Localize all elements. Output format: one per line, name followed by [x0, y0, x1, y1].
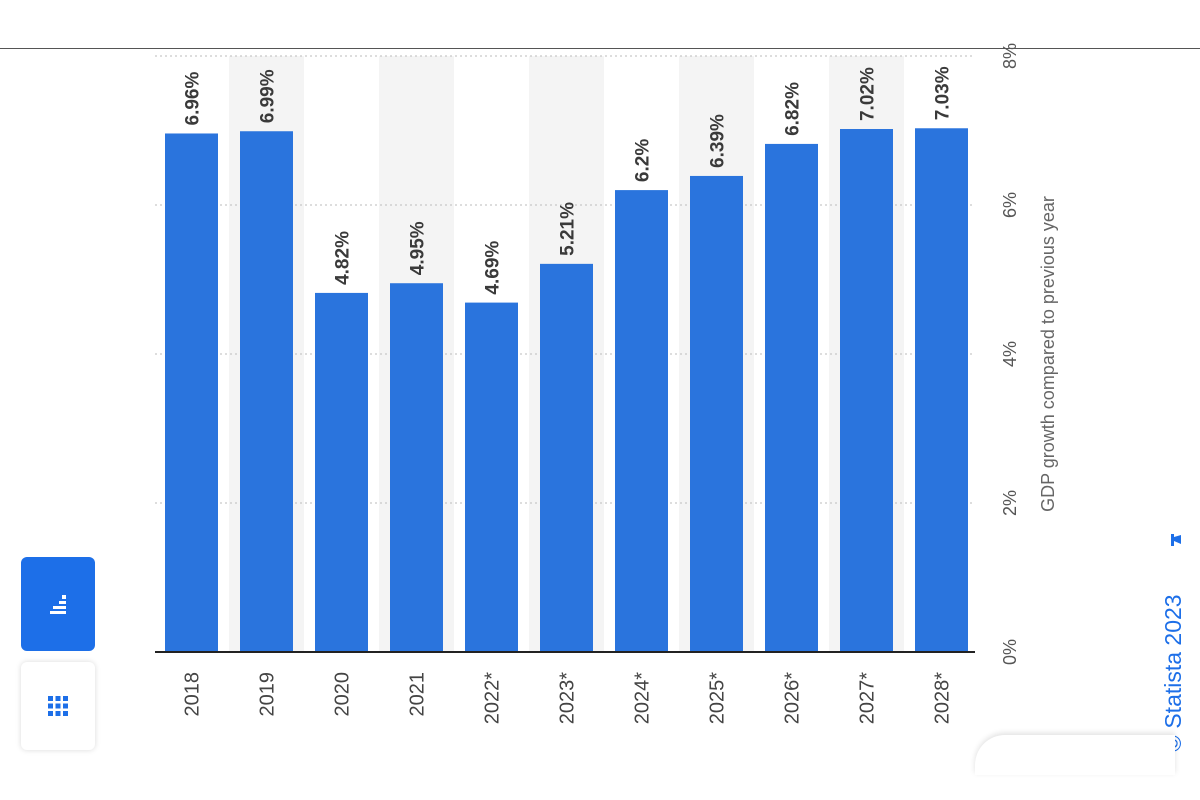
data-label: 6.99% [258, 69, 279, 123]
chart-view-button[interactable] [21, 557, 95, 651]
category-label: 2028* [932, 672, 954, 724]
bar[interactable] [315, 292, 368, 652]
corner-card [975, 735, 1175, 775]
bar[interactable] [540, 263, 593, 652]
category-label: 2019 [257, 672, 279, 717]
bar[interactable] [915, 128, 968, 652]
data-label: 4.69% [483, 241, 504, 295]
statista-brand[interactable]: © Statista 2023 [1160, 594, 1186, 752]
bar[interactable] [465, 302, 518, 652]
top-divider [0, 48, 1200, 49]
category-label: 2022* [482, 672, 504, 724]
category-label: 2027* [857, 672, 879, 724]
category-label: 2024* [632, 672, 654, 724]
data-label: 6.2% [633, 139, 654, 182]
bar[interactable] [240, 131, 293, 652]
category-label: 2020 [332, 672, 354, 717]
category-label: 2023* [557, 672, 579, 724]
category-label: 2018 [182, 672, 204, 717]
data-label: 4.82% [333, 231, 354, 285]
table-grid-icon [48, 696, 68, 716]
y-axis-title: GDP growth compared to previous year [1038, 196, 1058, 512]
category-label: 2025* [707, 672, 729, 724]
data-label: 6.96% [183, 72, 204, 126]
bar-chart-icon [50, 595, 66, 614]
table-view-button[interactable] [21, 662, 95, 750]
bar[interactable] [390, 283, 443, 652]
data-label: 7.03% [933, 66, 954, 120]
y-tick-label: 0% [1000, 639, 1020, 665]
bar[interactable] [690, 175, 743, 652]
data-label: 6.39% [708, 114, 729, 168]
data-label: 4.95% [408, 221, 429, 275]
y-tick-label: 6% [1000, 192, 1020, 218]
category-label: 2026* [782, 672, 804, 724]
flag-icon [1171, 534, 1181, 546]
data-label: 6.82% [783, 82, 804, 136]
y-tick-label: 8% [1000, 43, 1020, 69]
bar[interactable] [165, 133, 218, 653]
category-label: 2021 [407, 672, 429, 717]
bar[interactable] [615, 190, 668, 652]
data-label: 5.21% [558, 202, 579, 256]
bar[interactable] [840, 129, 893, 652]
y-tick-label: 2% [1000, 490, 1020, 516]
y-tick-label: 4% [1000, 341, 1020, 367]
data-label: 7.02% [858, 67, 879, 121]
bar[interactable] [765, 143, 818, 652]
